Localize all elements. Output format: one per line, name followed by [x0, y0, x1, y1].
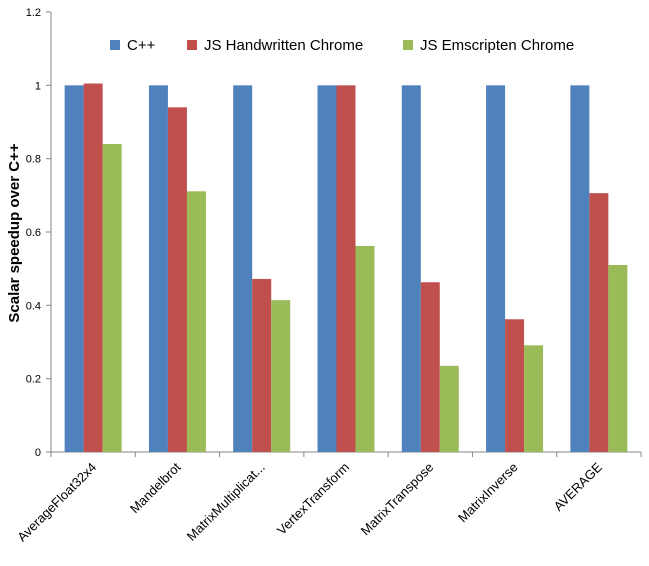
bar — [148, 85, 168, 452]
legend-swatch — [403, 40, 413, 50]
bar — [271, 300, 291, 452]
bar — [336, 85, 356, 452]
bar — [570, 85, 590, 452]
legend-label: JS Emscripten Chrome — [420, 37, 574, 54]
legend-label: C++ — [127, 37, 156, 54]
y-tick-label: 1.2 — [26, 7, 41, 19]
bar — [589, 193, 609, 452]
bar — [608, 265, 628, 452]
y-tick-label: 0 — [35, 447, 41, 459]
bar — [252, 278, 272, 452]
bar — [186, 191, 206, 453]
bar — [233, 85, 253, 452]
bar — [401, 85, 421, 452]
y-tick-label: 0.8 — [26, 154, 41, 166]
y-axis-label: Scalar speedup over C++ — [6, 143, 23, 322]
bar — [420, 282, 440, 452]
bar — [355, 245, 375, 452]
legend-label: JS Handwritten Chrome — [204, 37, 363, 54]
bar — [505, 319, 525, 452]
legend-swatch — [187, 40, 197, 50]
bar — [64, 85, 84, 452]
bar — [167, 107, 187, 452]
bar — [486, 85, 506, 452]
legend: C++ JS Handwritten Chrome JS Emscripten Ch… — [110, 37, 574, 54]
bar — [317, 85, 337, 452]
bar — [102, 144, 122, 452]
y-tick-label: 1 — [35, 80, 41, 92]
y-tick-label: 0.2 — [26, 374, 41, 386]
bar — [439, 365, 459, 452]
bar — [83, 83, 103, 452]
legend-swatch — [110, 40, 120, 50]
y-tick-label: 0.6 — [26, 227, 41, 239]
bar — [524, 345, 544, 452]
y-tick-label: 0.4 — [26, 300, 41, 312]
